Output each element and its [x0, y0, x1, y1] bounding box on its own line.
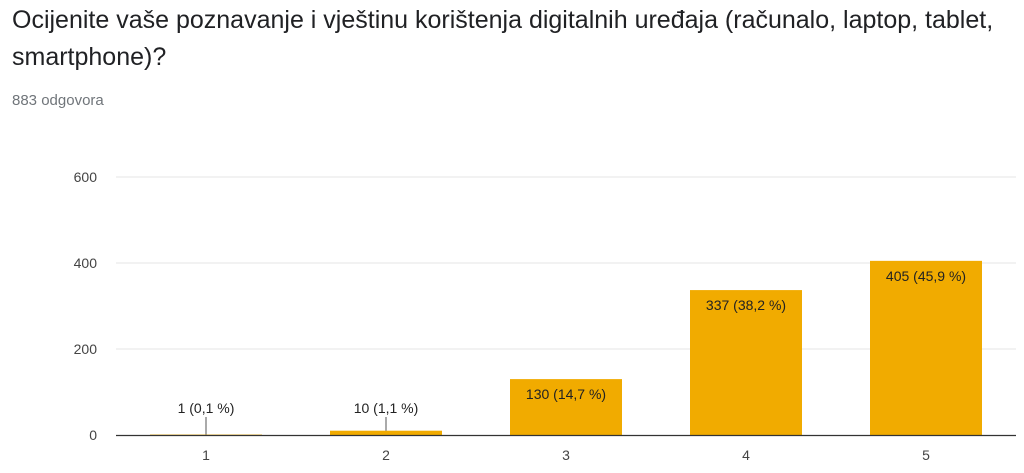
data-label: 130 (14,7 %) [526, 386, 606, 402]
bar [510, 379, 622, 435]
question-title: Ocijenite vaše poznavanje i vještinu kor… [12, 6, 994, 71]
x-tick-label: 4 [742, 447, 750, 463]
data-label: 405 (45,9 %) [886, 268, 966, 284]
response-count: 883 odgovora [12, 92, 104, 109]
x-tick-label: 1 [202, 447, 210, 463]
y-tick-label: 0 [89, 427, 97, 443]
x-tick-label: 3 [562, 447, 570, 463]
y-tick-label: 600 [74, 169, 98, 185]
x-tick-label: 2 [382, 447, 390, 463]
bar [330, 430, 442, 435]
y-tick-label: 400 [74, 255, 98, 271]
bar [150, 434, 262, 436]
x-tick-label: 5 [922, 447, 930, 463]
data-label: 10 (1,1 %) [354, 400, 419, 416]
data-label: 1 (0,1 %) [178, 400, 235, 416]
y-tick-label: 200 [74, 341, 98, 357]
data-label: 337 (38,2 %) [706, 297, 786, 313]
bar [690, 290, 802, 435]
bar [870, 260, 982, 435]
